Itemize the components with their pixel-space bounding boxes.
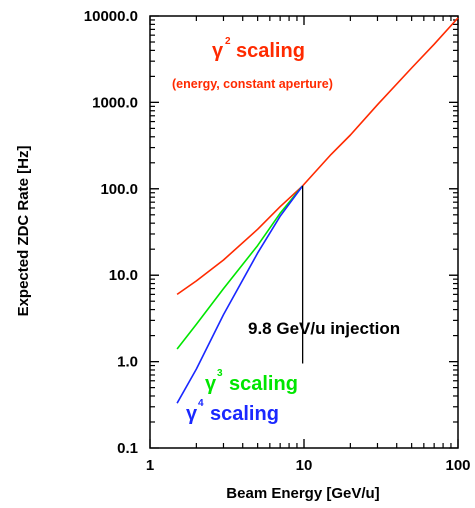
gamma2-sublabel: (energy, constant aperture) bbox=[172, 77, 333, 91]
gamma3-exponent: 3 bbox=[217, 368, 223, 379]
y-axis-label: Expected ZDC Rate [Hz] bbox=[15, 146, 32, 317]
x-tick-label: 100 bbox=[445, 457, 470, 474]
gamma2-symbol: γ bbox=[212, 40, 224, 62]
y-tick-label: 10.0 bbox=[109, 267, 138, 284]
x-axis-label: Beam Energy [GeV/u] bbox=[226, 485, 379, 502]
axes-frame bbox=[149, 15, 459, 449]
series-layer bbox=[176, 17, 459, 404]
x-tick-label: 1 bbox=[146, 457, 154, 474]
injection-label: 9.8 GeV/u injection bbox=[248, 319, 400, 338]
x-tick-label: 10 bbox=[296, 457, 313, 474]
gamma4-symbol: γ bbox=[186, 403, 198, 425]
y-tick-label: 100.0 bbox=[100, 181, 138, 198]
y-tick-label: 1.0 bbox=[117, 354, 138, 371]
gamma4-exponent: 4 bbox=[198, 398, 204, 409]
y-tick-label: 1000.0 bbox=[92, 94, 138, 111]
tick-labels: 1 10 100 0.1 1.0 10.0 100.0 1000.0 10000.0 bbox=[84, 8, 471, 474]
series-line-2 bbox=[176, 185, 304, 350]
gamma2-annotation: γ 2 scaling (energy, constant aperture) bbox=[172, 36, 333, 91]
gamma2-exponent: 2 bbox=[225, 36, 231, 47]
y-tick-label: 0.1 bbox=[117, 440, 138, 457]
gamma4-annotation: γ 4 scaling bbox=[186, 398, 279, 425]
gamma2-label: scaling bbox=[236, 40, 305, 62]
gamma3-symbol: γ bbox=[205, 373, 217, 395]
series-line-3 bbox=[176, 185, 304, 404]
gamma3-label: scaling bbox=[229, 373, 298, 395]
series-line-1 bbox=[176, 17, 459, 296]
y-tick-label: 10000.0 bbox=[84, 8, 138, 25]
gamma3-annotation: γ 3 scaling bbox=[205, 368, 298, 395]
gamma4-label: scaling bbox=[210, 403, 279, 425]
